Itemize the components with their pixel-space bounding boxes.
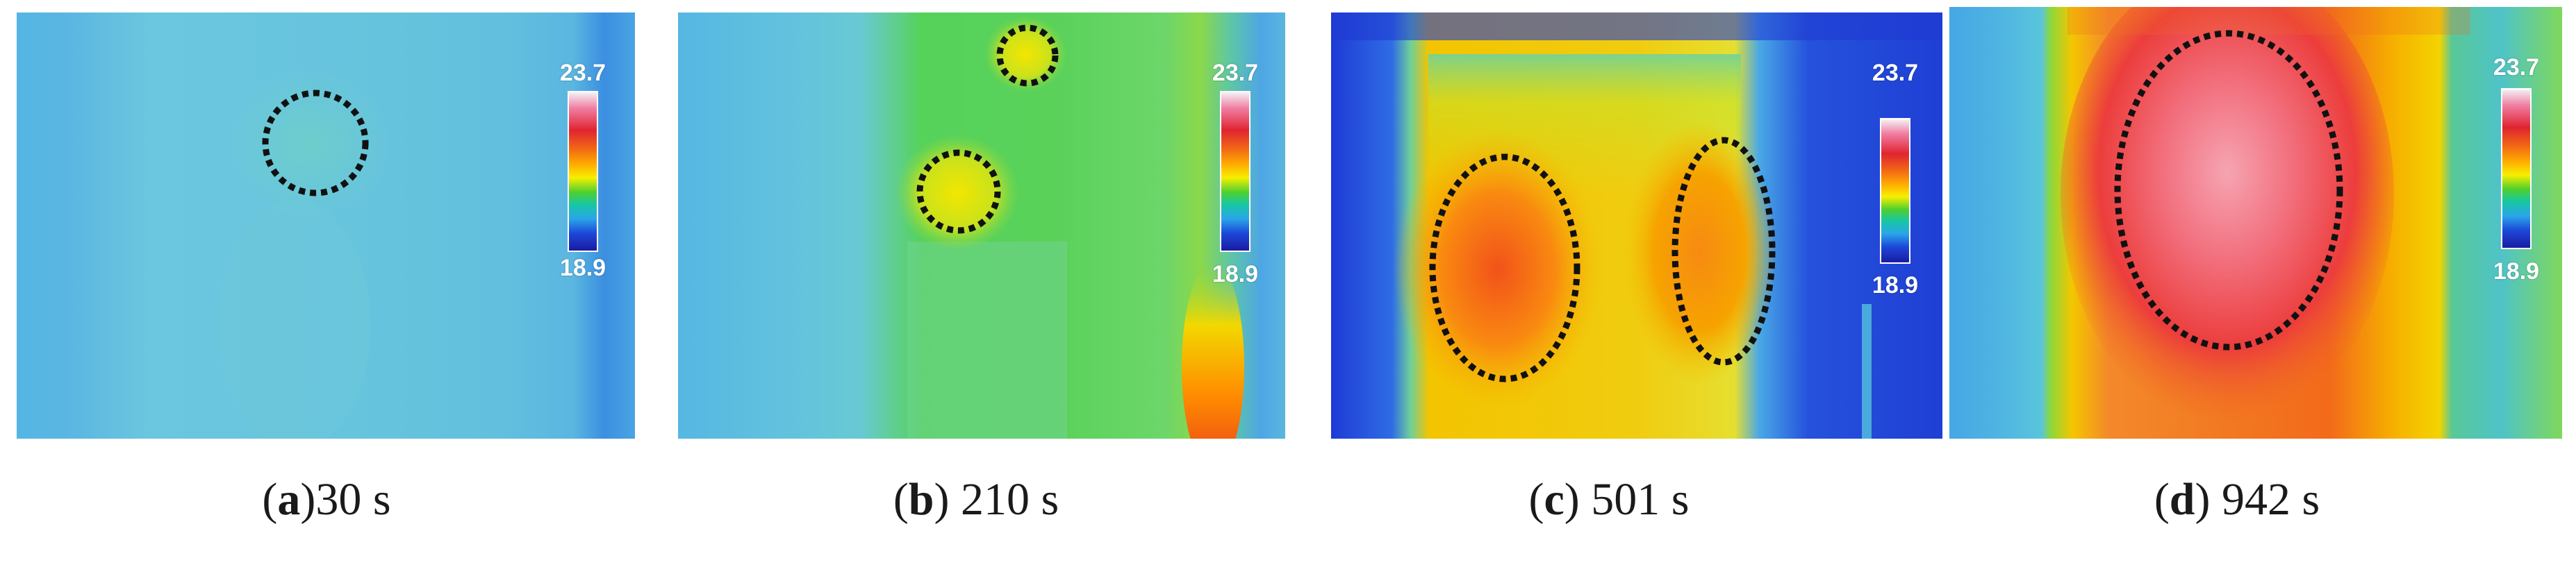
caption-time-a: 30 s: [315, 474, 391, 525]
scale-min-label-c: 18.9: [1872, 272, 1919, 298]
thermal-image-c: 23.7 18.9: [1331, 12, 1942, 439]
scale-min-label-b: 18.9: [1212, 261, 1259, 287]
color-scale-bar-a: [568, 91, 598, 252]
caption-letter-c: c: [1544, 474, 1564, 525]
caption-letter-a: a: [277, 474, 301, 525]
color-scale-bar-c: [1880, 118, 1910, 264]
caption-letter-d: d: [2169, 474, 2195, 525]
scale-min-label-d: 18.9: [2493, 258, 2540, 285]
region-marker-c2: [1671, 137, 1776, 366]
thermal-image-a: 23.7 18.9: [17, 12, 635, 439]
scale-max-label-d: 23.7: [2493, 54, 2540, 81]
caption-b: (b) 210 s: [893, 474, 1059, 525]
color-scale-bar-b: [1220, 91, 1250, 252]
caption-d: (d) 942 s: [2154, 474, 2320, 525]
caption-time-c: 501 s: [1591, 474, 1690, 525]
region-marker-c1: [1429, 153, 1580, 382]
caption-time-b: 210 s: [961, 474, 1059, 525]
thermal-map-c: [1331, 12, 1942, 439]
color-scale-bar-d: [2501, 88, 2532, 249]
region-marker-d: [2114, 30, 2343, 351]
caption-letter-b: b: [908, 474, 934, 525]
region-marker-a: [262, 90, 369, 196]
scale-min-label-a: 18.9: [559, 255, 606, 281]
caption-a: (a)30 s: [262, 474, 391, 525]
scale-max-label-a: 23.7: [559, 60, 606, 86]
thermal-map-a: [17, 12, 635, 439]
region-marker-b1: [916, 149, 1001, 234]
thermal-image-d: 23.7 18.9: [1949, 7, 2562, 439]
caption-time-d: 942 s: [2222, 474, 2320, 525]
scale-max-label-b: 23.7: [1212, 60, 1259, 86]
thermal-map-d: [1949, 7, 2562, 439]
thermal-map-b: [678, 12, 1285, 439]
caption-c: (c) 501 s: [1528, 474, 1690, 525]
thermal-image-b: 23.7 18.9: [678, 12, 1285, 439]
region-marker-b2: [996, 24, 1059, 87]
scale-max-label-c: 23.7: [1872, 60, 1919, 86]
